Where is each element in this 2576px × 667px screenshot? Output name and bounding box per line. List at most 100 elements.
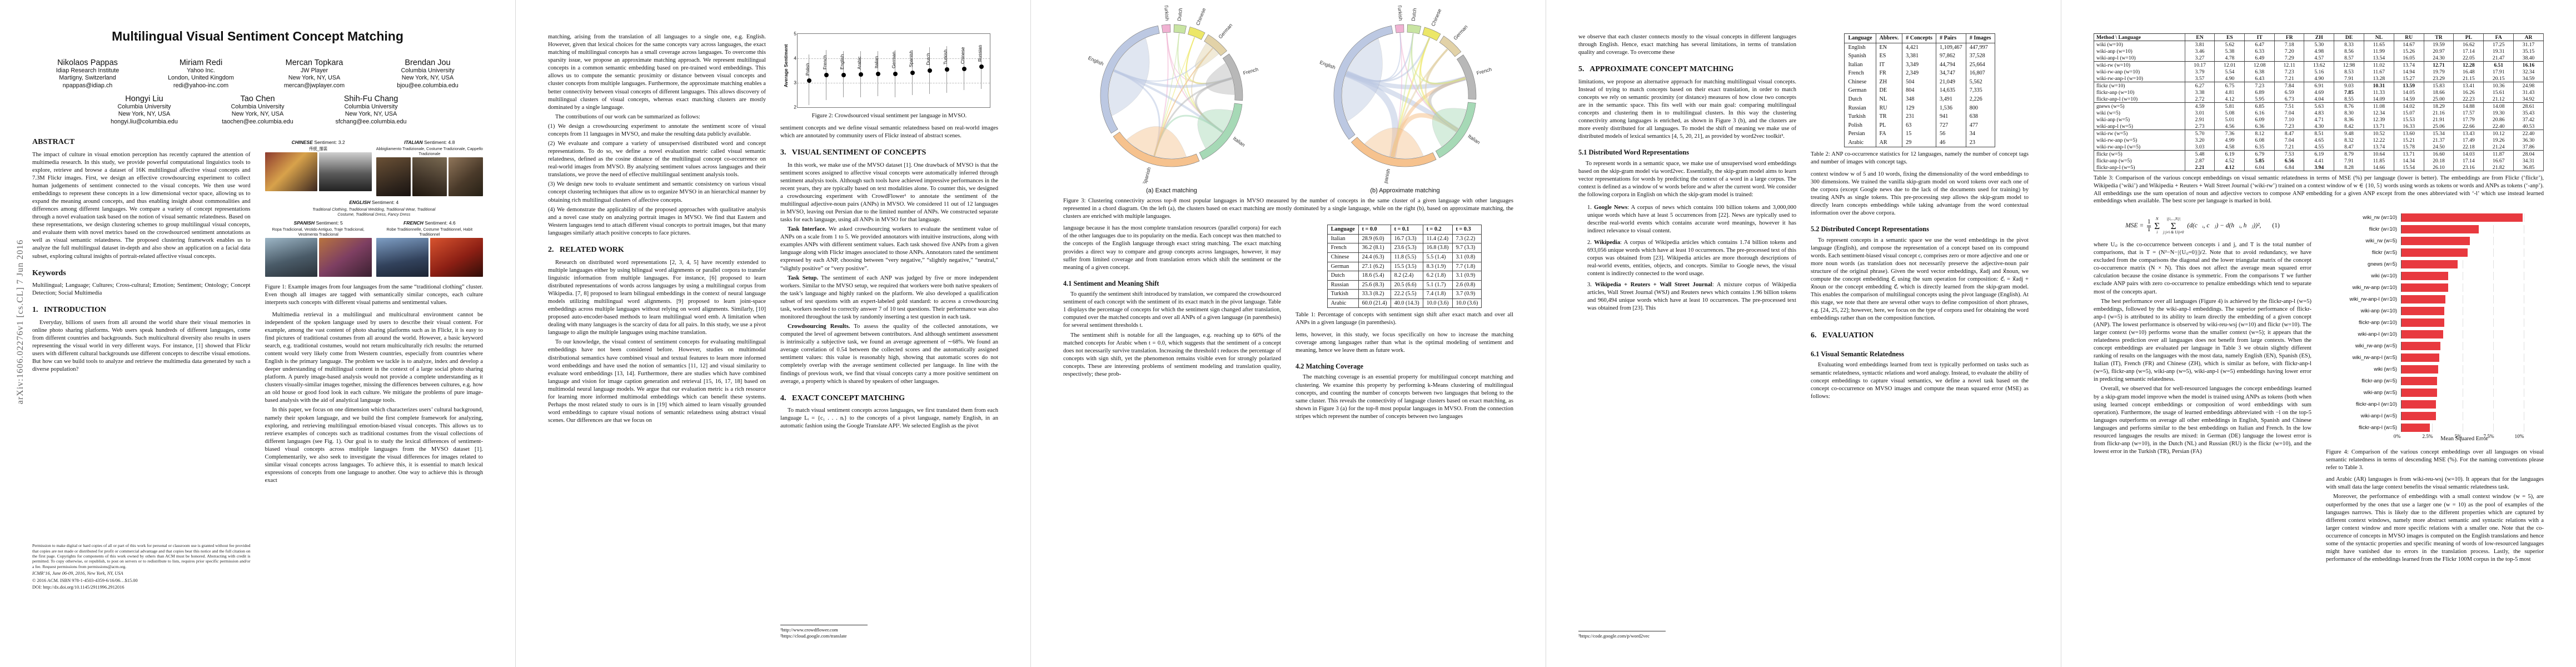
bar-row: wiki-anp (w=10) bbox=[2326, 305, 2544, 317]
table-row: Polish PL 63 727 477 bbox=[1844, 121, 1995, 130]
table-cell: 3.79 bbox=[2184, 68, 2215, 75]
table-cell: 6.38 bbox=[2244, 68, 2275, 75]
table-cell: 6.84 bbox=[2274, 164, 2304, 171]
table-cell: 28.9 (6.0) bbox=[1358, 233, 1391, 244]
section-heading-introduction: 1. INTRODUCTION bbox=[32, 306, 107, 315]
table-cell: 20.15 bbox=[2483, 75, 2514, 82]
paragraph: Task Setup. The sentiment of each ANP wa… bbox=[780, 275, 998, 321]
table-cell: 7.20 bbox=[2274, 48, 2304, 54]
table-cell: 3.03 bbox=[2184, 143, 2215, 151]
column-header: EN bbox=[2184, 33, 2215, 41]
table-cell: 6.49 bbox=[2244, 54, 2275, 62]
table-cell: Turkish bbox=[1327, 289, 1359, 299]
chord-arc-turkish bbox=[1161, 24, 1171, 33]
task-interface-lead: Task Interface. bbox=[788, 226, 826, 233]
author-affiliation: Columbia University bbox=[231, 103, 285, 110]
table-cell: 9.7 (3.3) bbox=[1452, 243, 1482, 253]
corpus-item: 1. Google News: A corpus of news which c… bbox=[1587, 205, 1796, 235]
table-cell: 17.79 bbox=[2453, 116, 2484, 123]
author-row-1: Nikolaos Pappas Idiap Research Institute M… bbox=[0, 58, 515, 89]
footnote-url[interactable]: ¹http://www.crowdflower.com bbox=[780, 626, 838, 633]
table-row: flickr (w=5) 5.48 6.19 6.79 7.53 6.19 8.79 10.6… bbox=[2094, 150, 2544, 157]
chord-language-label: Turkish bbox=[1163, 6, 1170, 21]
author: Shih-Fu Chang Columbia University New York… bbox=[316, 94, 427, 125]
table-cell: 6.19 bbox=[2214, 150, 2245, 157]
table-row: wiki-rw-anp (w=10) 3.79 5.54 6.38 7.23 5.16 8.… bbox=[2094, 68, 2544, 75]
photo-placeholder bbox=[376, 157, 411, 197]
author-email: taochen@ee.columbia.edu bbox=[222, 118, 293, 125]
bar-label: wiki_rw-anp (w=5) bbox=[2355, 343, 2397, 349]
table-cell: 15.83 bbox=[2423, 82, 2454, 89]
table-cell: 8.76 bbox=[2334, 102, 2364, 109]
table-cell: 4.55 bbox=[2304, 143, 2334, 151]
table-cell: 6.33 bbox=[2244, 48, 2275, 54]
table-cell: 25.00 bbox=[2423, 96, 2454, 103]
author-name: Nikolaos Pappas bbox=[57, 58, 118, 67]
table-cell: 941 bbox=[1935, 112, 1966, 121]
table-cell: 10.52 bbox=[2363, 130, 2394, 137]
table-cell: 25.06 bbox=[2423, 123, 2454, 130]
table-cell: 11.99 bbox=[2363, 48, 2394, 54]
column-header: Abbrev. bbox=[1875, 33, 1903, 43]
table-cell: 16.33 bbox=[2393, 123, 2424, 130]
author-row-2: Hongyi Liu Columbia University New York, N… bbox=[0, 94, 515, 125]
table-cell: German bbox=[1844, 86, 1876, 95]
data-point bbox=[944, 67, 949, 72]
footnote-url[interactable]: ²https://cloud.google.com/translate bbox=[780, 633, 847, 639]
doi-link[interactable]: DOI: http://dx.doi.org/10.1145/2911996.2… bbox=[32, 585, 124, 590]
table-cell: 5.08 bbox=[2214, 109, 2245, 116]
table-cell: 4.81 bbox=[2214, 89, 2245, 96]
paragraph: matching, arising from the translation o… bbox=[548, 34, 766, 111]
table-cell: 7.85 bbox=[2334, 89, 2364, 96]
author: Mercan Topkara JW Player New York, NY, USA… bbox=[259, 58, 370, 89]
table-cell: 20.97 bbox=[2423, 48, 2454, 54]
corpus-text: : A corpus of news which contains 100 bi… bbox=[1587, 205, 1796, 235]
table-cell: 6.16 bbox=[2244, 109, 2275, 116]
table-cell: 4.12 bbox=[2214, 96, 2245, 103]
page3-left-column: language because it has the most complet… bbox=[1063, 225, 1281, 614]
page4-left-column: we observe that each cluster connects mo… bbox=[1578, 33, 1796, 639]
table-cell: 6.27 bbox=[2184, 82, 2215, 89]
bar-track bbox=[2401, 248, 2536, 257]
x-tick: 0% bbox=[2393, 434, 2401, 440]
table-row: Spanish ES 3,381 97,862 37,528 bbox=[1844, 52, 1995, 61]
table-cell: 20.5 (6.6) bbox=[1390, 280, 1423, 290]
table-cell: 36.2 (8.1) bbox=[1358, 243, 1391, 253]
table-cell: 5.63 bbox=[2304, 102, 2334, 109]
section-heading-exact-matching: 4. EXACT CONCEPT MATCHING bbox=[780, 394, 905, 402]
bar-row: wiki-anp (w=5) bbox=[2326, 387, 2544, 399]
table-cell: flickr-anp (w=10) bbox=[2094, 89, 2185, 96]
table-cell: 7.91 bbox=[2334, 75, 2364, 82]
table-cell: 24.98 bbox=[2513, 82, 2544, 89]
author: Brendan Jou Columbia University New York, … bbox=[372, 58, 484, 89]
table-cell: Dutch bbox=[1844, 94, 1876, 104]
figure-2: Average Sentiment 5 4 3 2 Polish French En… bbox=[780, 31, 998, 109]
chord-language-label: Dutch bbox=[1411, 8, 1418, 22]
figure-1: CHINESE Sentiment: 3.2 传统_服装 ITALIAN Sen… bbox=[265, 140, 484, 280]
table-cell: 18.66 bbox=[2423, 89, 2454, 96]
table-cell: ES bbox=[1875, 52, 1903, 61]
data-point bbox=[875, 71, 880, 76]
table-cell: 34 bbox=[1965, 130, 1995, 138]
table-cell: 5.70 bbox=[2184, 130, 2215, 137]
table-row: flickr-anp (w=10) 3.38 4.81 6.89 6.59 4.69 7.8… bbox=[2094, 89, 2544, 96]
table-cell: 13.54 bbox=[2363, 54, 2394, 62]
corpus-name: Wikipedia + Reuters + Wall Street Journa… bbox=[1595, 281, 1712, 288]
paragraph: In this paper, we focus on one dimension… bbox=[265, 407, 484, 484]
table-cell: 11.85 bbox=[2363, 157, 2394, 164]
table-row: Chinese ZH 504 21,049 5,562 bbox=[1844, 77, 1995, 87]
chord-language-label: Spanish bbox=[1142, 167, 1152, 183]
table-cell: 2,349 bbox=[1902, 69, 1936, 78]
table-row: English EN 4,421 1,109,467 447,997 bbox=[1844, 43, 1995, 52]
chord-arc-chinese bbox=[1188, 26, 1205, 40]
photo-placeholder bbox=[412, 157, 447, 197]
bar-row: wiki-anp-l (w=5) bbox=[2326, 410, 2544, 422]
column-header: t = 0.3 bbox=[1452, 225, 1482, 235]
table-row: German 27.1 (6.2) 15.5 (3.5) 8.3 (1.9) 7.7 (… bbox=[1327, 261, 1482, 272]
table-cell: 8.47 bbox=[2334, 143, 2364, 151]
paragraph: The best performance over all languages … bbox=[2094, 298, 2311, 383]
author-email: npappas@idiap.ch bbox=[62, 82, 113, 89]
photo-placeholder bbox=[265, 152, 318, 192]
footnote-url[interactable]: ³https://code.google.com/p/word2vec bbox=[1578, 633, 1650, 639]
sentiment-value: Sentiment: 4.8 bbox=[422, 139, 455, 145]
